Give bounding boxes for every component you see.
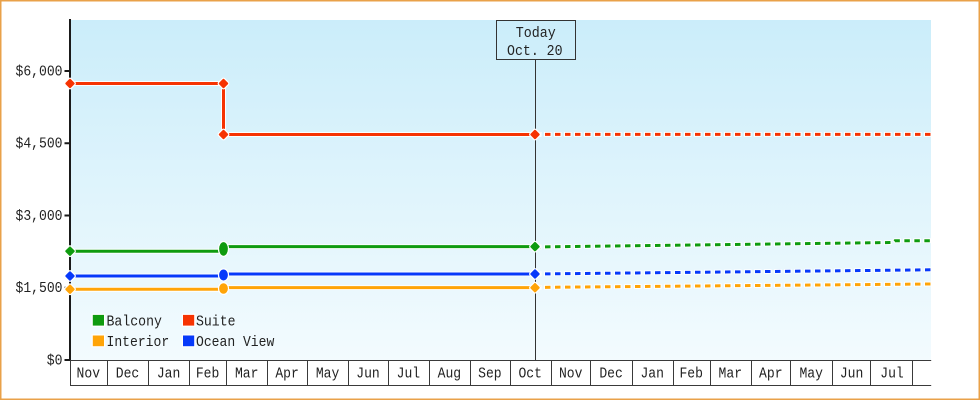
svg-text:Ocean View: Ocean View [196, 334, 274, 351]
svg-text:$0: $0 [47, 352, 63, 369]
svg-text:Dec: Dec [599, 366, 623, 383]
svg-text:Today: Today [516, 25, 556, 42]
svg-text:Oct. 20: Oct. 20 [507, 43, 563, 60]
svg-text:Jun: Jun [356, 366, 380, 383]
svg-text:May: May [316, 366, 340, 383]
svg-text:$6,000: $6,000 [16, 64, 63, 81]
svg-text:Sep: Sep [478, 366, 502, 383]
svg-text:Jun: Jun [840, 366, 864, 383]
svg-text:Apr: Apr [275, 366, 299, 383]
svg-text:Balcony: Balcony [107, 314, 162, 331]
svg-text:Interior: Interior [107, 334, 170, 351]
svg-text:May: May [799, 366, 823, 383]
svg-text:Jul: Jul [397, 366, 421, 383]
svg-text:Feb: Feb [679, 366, 703, 383]
svg-text:Dec: Dec [116, 366, 140, 383]
svg-text:Suite: Suite [196, 314, 236, 331]
svg-text:Apr: Apr [759, 366, 783, 383]
svg-text:Feb: Feb [196, 366, 220, 383]
svg-text:Aug: Aug [438, 366, 462, 383]
svg-text:Mar: Mar [719, 366, 743, 383]
svg-text:$3,000: $3,000 [16, 208, 63, 225]
svg-text:Oct: Oct [518, 366, 542, 383]
svg-text:$1,500: $1,500 [16, 280, 63, 297]
svg-text:Nov: Nov [77, 366, 101, 383]
svg-text:Jan: Jan [640, 366, 664, 383]
svg-text:Mar: Mar [235, 366, 259, 383]
svg-text:Jul: Jul [880, 366, 904, 383]
svg-text:$4,500: $4,500 [16, 136, 63, 153]
svg-text:Nov: Nov [559, 366, 583, 383]
svg-text:Jan: Jan [157, 366, 181, 383]
